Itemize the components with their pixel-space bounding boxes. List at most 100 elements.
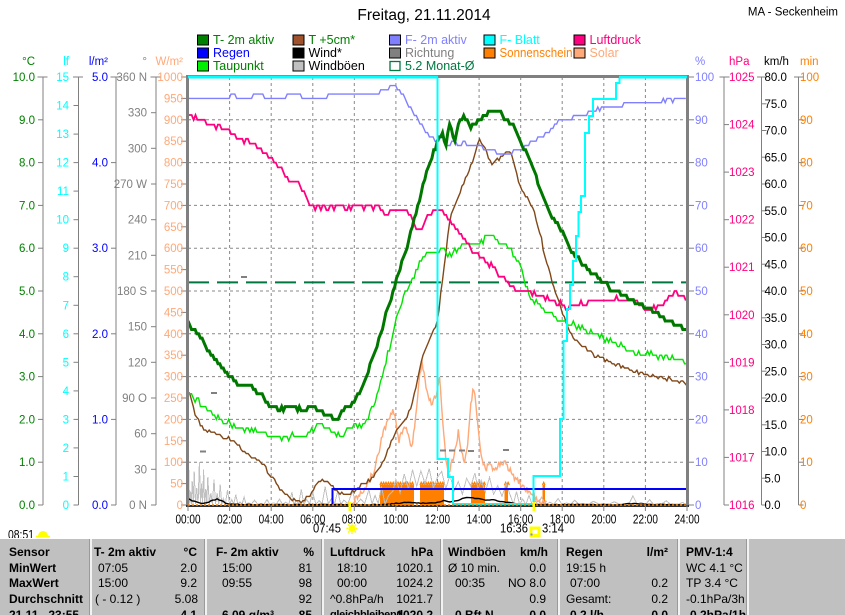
svg-text:1019: 1019 — [729, 357, 755, 369]
svg-text:65.0: 65.0 — [765, 152, 787, 164]
svg-text:1.0: 1.0 — [19, 457, 35, 469]
svg-text:150: 150 — [128, 322, 147, 334]
svg-text:lf: lf — [63, 56, 70, 68]
svg-text:240: 240 — [128, 215, 147, 227]
svg-text:10.0: 10.0 — [13, 72, 35, 84]
svg-text:0.0: 0.0 — [765, 500, 781, 512]
svg-text:100: 100 — [164, 457, 183, 469]
svg-text:2.0: 2.0 — [92, 329, 108, 341]
svg-text:5.0: 5.0 — [765, 473, 781, 485]
svg-text:08:00: 08:00 — [342, 513, 367, 527]
svg-text:250: 250 — [164, 393, 183, 405]
svg-text:1022: 1022 — [729, 215, 755, 227]
svg-text:10:00: 10:00 — [383, 513, 408, 527]
svg-text:5.0: 5.0 — [19, 286, 35, 298]
svg-text:1023: 1023 — [729, 167, 755, 179]
svg-text:°C: °C — [22, 56, 35, 68]
svg-text:3: 3 — [63, 414, 69, 426]
svg-text:100: 100 — [695, 72, 714, 84]
svg-text:4.0: 4.0 — [19, 329, 35, 341]
svg-text:100: 100 — [800, 72, 819, 84]
svg-text:0: 0 — [63, 500, 69, 512]
svg-text:600: 600 — [164, 243, 183, 255]
svg-text:0 N: 0 N — [129, 500, 147, 512]
svg-text:550: 550 — [164, 265, 183, 277]
svg-text:90: 90 — [800, 115, 813, 127]
svg-text:1000: 1000 — [157, 72, 183, 84]
svg-text:14: 14 — [56, 101, 69, 113]
svg-text:500: 500 — [164, 286, 183, 298]
svg-text:12:00: 12:00 — [425, 513, 450, 527]
svg-text:Windböen: Windböen — [309, 59, 365, 73]
svg-text:360 N: 360 N — [116, 72, 147, 84]
svg-text:16:36: 16:36 — [500, 522, 528, 536]
svg-text:20.0: 20.0 — [765, 393, 787, 405]
svg-text:18:00: 18:00 — [550, 513, 575, 527]
svg-text:00:00: 00:00 — [176, 513, 201, 527]
svg-text:150: 150 — [164, 436, 183, 448]
svg-text:10: 10 — [56, 215, 69, 227]
svg-text:800: 800 — [164, 158, 183, 170]
svg-text:20:00: 20:00 — [591, 513, 616, 527]
svg-text:6: 6 — [63, 329, 69, 341]
svg-text:1018: 1018 — [729, 405, 755, 417]
svg-text:Taupunkt: Taupunkt — [213, 59, 264, 73]
svg-text:10.0: 10.0 — [765, 447, 787, 459]
svg-text:3.0: 3.0 — [92, 243, 108, 255]
svg-text:3.0: 3.0 — [19, 372, 35, 384]
svg-text:0.0: 0.0 — [92, 500, 108, 512]
svg-text:5.2 Monat-Ø: 5.2 Monat-Ø — [405, 59, 475, 73]
svg-text:45.0: 45.0 — [765, 259, 787, 271]
svg-text:4: 4 — [63, 386, 70, 398]
svg-text:Wind*: Wind* — [309, 46, 342, 60]
svg-text:13: 13 — [56, 129, 69, 141]
svg-text:2: 2 — [63, 443, 69, 455]
svg-text:3:14: 3:14 — [542, 522, 564, 536]
svg-text:MA - Seckenheim: MA - Seckenheim — [748, 7, 838, 19]
svg-text:70.0: 70.0 — [765, 126, 787, 138]
svg-text:%: % — [695, 56, 705, 68]
svg-text:0: 0 — [695, 500, 701, 512]
svg-text:40: 40 — [800, 329, 813, 341]
svg-text:330: 330 — [128, 108, 147, 120]
svg-text:7: 7 — [63, 300, 69, 312]
svg-text:210: 210 — [128, 250, 147, 262]
svg-text:8.0: 8.0 — [19, 158, 35, 170]
svg-text:0: 0 — [800, 500, 806, 512]
svg-text:30: 30 — [134, 464, 147, 476]
svg-text:Regen: Regen — [213, 46, 250, 60]
svg-text:km/h: km/h — [764, 56, 789, 68]
svg-text:04:00: 04:00 — [259, 513, 284, 527]
svg-text:Solar: Solar — [590, 46, 619, 60]
svg-text:F- Blatt: F- Blatt — [500, 33, 541, 47]
svg-text:15.0: 15.0 — [765, 420, 787, 432]
svg-text:120: 120 — [128, 357, 147, 369]
svg-text:75.0: 75.0 — [765, 99, 787, 111]
svg-text:80: 80 — [800, 158, 813, 170]
svg-text:Sonnenschein: Sonnenschein — [500, 46, 573, 60]
svg-text:90 O: 90 O — [122, 393, 147, 405]
svg-text:1.0: 1.0 — [92, 414, 108, 426]
svg-text:700: 700 — [164, 200, 183, 212]
svg-text:30: 30 — [800, 372, 813, 384]
svg-text:1020: 1020 — [729, 310, 755, 322]
svg-text:°: ° — [142, 56, 147, 68]
svg-text:30: 30 — [695, 372, 708, 384]
svg-text:40: 40 — [695, 329, 708, 341]
svg-text:07:45: 07:45 — [313, 522, 341, 536]
svg-text:300: 300 — [164, 372, 183, 384]
svg-text:50: 50 — [800, 286, 813, 298]
svg-text:400: 400 — [164, 329, 183, 341]
svg-text:60: 60 — [695, 243, 708, 255]
svg-text:650: 650 — [164, 222, 183, 234]
svg-text:6.0: 6.0 — [19, 243, 35, 255]
svg-text:1016: 1016 — [729, 500, 755, 512]
svg-text:9.0: 9.0 — [19, 115, 35, 127]
svg-text:F- 2m aktiv: F- 2m aktiv — [405, 33, 468, 47]
svg-text:Luftdruck: Luftdruck — [590, 33, 642, 47]
svg-text:5: 5 — [63, 357, 69, 369]
svg-text:30.0: 30.0 — [765, 340, 787, 352]
svg-text:Richtung: Richtung — [405, 46, 454, 60]
svg-text:14:00: 14:00 — [467, 513, 492, 527]
svg-text:0: 0 — [177, 500, 183, 512]
